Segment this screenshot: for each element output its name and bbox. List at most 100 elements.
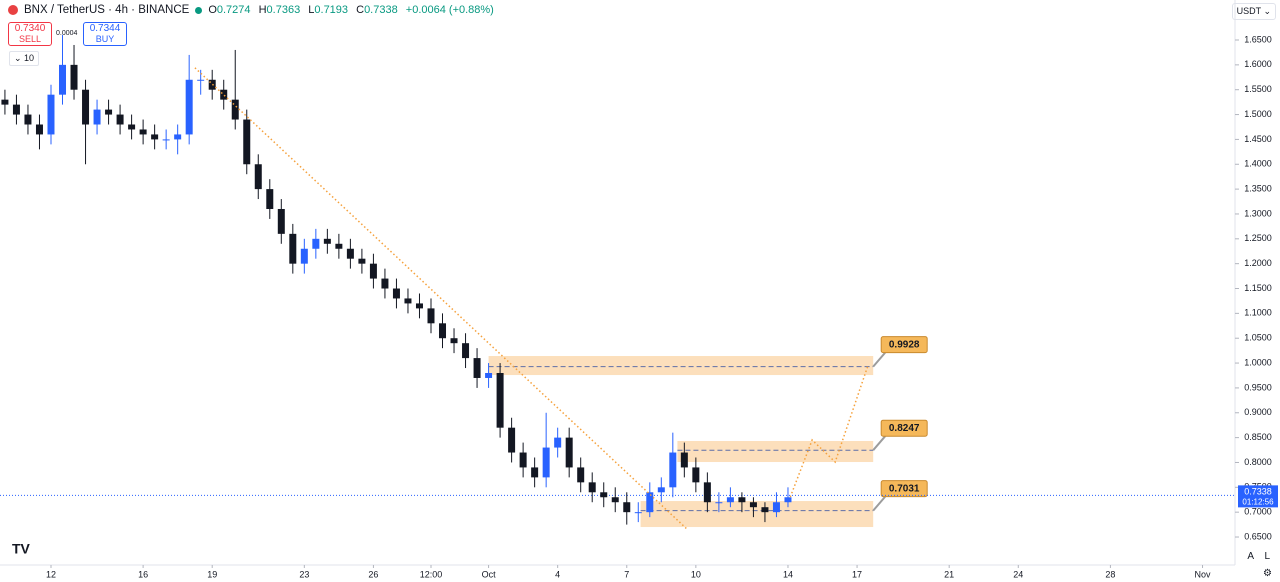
candle-body — [323, 238, 331, 244]
y-tick-label: 0.8000 — [1244, 457, 1272, 467]
candle-body — [47, 94, 55, 135]
ohlc-key: L — [308, 4, 315, 16]
zone-label-box — [880, 480, 928, 498]
y-tick-label: 0.6500 — [1244, 531, 1272, 541]
ohlc-item: C0.7338 — [356, 4, 398, 16]
currency: USDT — [1236, 6, 1261, 16]
candle-body — [82, 89, 90, 125]
candle-body — [346, 248, 354, 259]
candle-body — [35, 124, 43, 135]
candle-body — [680, 452, 688, 468]
candle-body — [508, 427, 516, 453]
symbol[interactable]: BNX / TetherUS · 4h · BINANCE — [24, 4, 190, 16]
candle-body — [174, 134, 182, 140]
candle-body — [439, 323, 447, 339]
drawing-line — [194, 67, 689, 531]
countdown: 01:12:56 — [1242, 497, 1274, 506]
currency-select[interactable]: USDT ⌄ — [1231, 3, 1276, 20]
candle-body — [185, 79, 193, 135]
drawing-line — [789, 364, 869, 498]
candle-body — [300, 248, 308, 264]
candle-body — [715, 502, 723, 504]
candle-body — [657, 487, 665, 493]
candle-body — [24, 114, 32, 125]
sell-button[interactable]: 0.7340 SELL — [8, 22, 52, 46]
zone-label: 0.8247 — [889, 423, 920, 434]
candle-body — [392, 288, 400, 299]
candle-body — [565, 437, 573, 468]
candle-body — [588, 482, 596, 493]
y-tick-label: 1.0500 — [1244, 333, 1272, 343]
candle-body — [266, 189, 274, 209]
auto-scale[interactable]: A — [1247, 551, 1254, 562]
ohlc-item: L0.7193 — [308, 4, 348, 16]
candle-body — [634, 512, 642, 514]
ohlc-key: O — [208, 4, 217, 16]
candle-body — [254, 164, 262, 190]
candle-body — [772, 502, 780, 513]
candle-body — [197, 79, 205, 81]
x-tick-label: 4 — [555, 569, 560, 579]
x-tick-label: 23 — [299, 569, 309, 579]
last-price-label: 0.7338 — [1244, 487, 1272, 497]
candle-body — [128, 124, 136, 130]
y-tick-label: 0.9500 — [1244, 382, 1272, 392]
candle-body — [749, 502, 757, 508]
candle-body — [462, 343, 470, 359]
candle-body — [220, 89, 228, 100]
candle-body — [139, 129, 147, 135]
buy-label: BUY — [95, 34, 115, 44]
candle-body — [473, 358, 481, 378]
ohlc-value: 0.7193 — [314, 4, 349, 16]
candle-body — [427, 308, 435, 324]
y-tick-label: 1.1500 — [1244, 283, 1272, 293]
candle-body — [600, 492, 608, 498]
candle-body — [519, 452, 527, 468]
x-tick-label: 10 — [691, 569, 701, 579]
candle-body — [726, 497, 734, 503]
candle-body — [335, 243, 343, 249]
candle-body — [151, 134, 159, 140]
candle-body — [784, 497, 792, 503]
candle-body — [243, 119, 251, 165]
ohlc-value: 0.7338 — [364, 4, 398, 16]
candle-body — [577, 467, 585, 483]
header: BNX / TetherUS · 4h · BINANCE O0.7274 H0… — [8, 4, 499, 16]
zone-label: 0.9928 — [889, 339, 920, 350]
candle-body — [105, 109, 113, 115]
price-axis — [1235, 0, 1280, 582]
x-tick-label: Oct — [482, 569, 497, 579]
settings[interactable]: ⚙ — [1263, 568, 1272, 579]
y-tick-label: 1.5500 — [1244, 84, 1272, 94]
y-tick-label: 0.9000 — [1244, 407, 1272, 417]
symbol-icon — [8, 5, 18, 15]
label-leader — [872, 495, 886, 512]
candle-body — [761, 507, 769, 513]
zone-label: 0.7031 — [889, 483, 920, 494]
candle-body — [289, 233, 297, 264]
ohlc-value: 0.7363 — [266, 4, 301, 16]
y-tick-label: 1.4500 — [1244, 134, 1272, 144]
zone-label-box — [880, 419, 928, 437]
candle-body — [646, 492, 654, 513]
y-tick-label: 1.3500 — [1244, 183, 1272, 193]
y-tick-label: 1.1000 — [1244, 308, 1272, 318]
volume-toggle[interactable]: ⌄ 10 — [9, 51, 40, 66]
x-tick-label: Nov — [1195, 569, 1212, 579]
candle-body — [623, 502, 631, 513]
x-tick-label: 14 — [783, 569, 793, 579]
ohlc: O0.7274 H0.7363 L0.7193 C0.7338 +0.0064 … — [208, 4, 499, 16]
y-tick-label: 1.2500 — [1244, 233, 1272, 243]
y-tick-label: 1.5000 — [1244, 109, 1272, 119]
y-tick-label: 0.7000 — [1244, 507, 1272, 517]
buy-button[interactable]: 0.7344 BUY — [83, 22, 127, 46]
ohlc-key: H — [258, 4, 267, 16]
x-tick-label: 12:00 — [420, 569, 443, 579]
label-leader — [872, 351, 886, 368]
log-scale[interactable]: L — [1264, 551, 1270, 562]
candle-body — [70, 64, 78, 90]
x-tick-label: 28 — [1105, 569, 1115, 579]
candle-body — [531, 467, 539, 478]
